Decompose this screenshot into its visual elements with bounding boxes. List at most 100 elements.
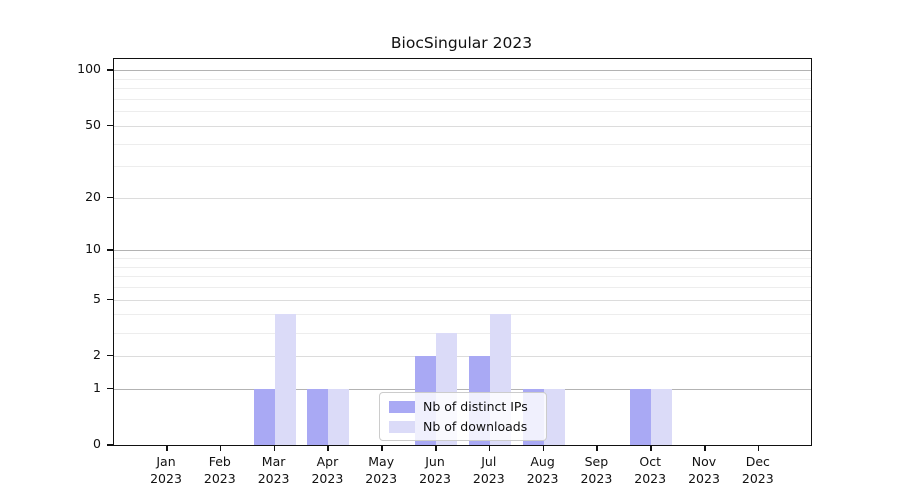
y-tick-label: 0 — [93, 436, 101, 451]
gridline-major — [114, 197, 811, 199]
x-tick-label-month: Apr — [316, 454, 339, 469]
x-tick-mark — [757, 446, 760, 451]
legend: Nb of distinct IPs Nb of downloads — [379, 392, 547, 441]
x-tick-label-year: 2023 — [257, 471, 290, 486]
x-tick-mark — [381, 446, 383, 451]
y-tick-mark — [107, 249, 113, 251]
gridline-minor — [114, 166, 811, 168]
gridline-major — [114, 70, 811, 72]
x-tick-label: Dec 2023 — [730, 453, 786, 487]
gridline-major — [114, 355, 811, 357]
y-tick-mark — [107, 69, 113, 71]
bar-oct-downloads — [651, 388, 673, 445]
x-tick-label-year: 2023 — [203, 471, 236, 486]
y-tick-label: 5 — [93, 290, 101, 306]
gridline-major — [114, 299, 811, 301]
gridline-minor — [114, 88, 811, 90]
plot-area: Nb of distinct IPs Nb of downloads — [113, 58, 812, 446]
x-tick-mark — [488, 446, 491, 451]
x-tick-label-month: Oct — [639, 454, 661, 469]
bar-apr-ips — [307, 388, 329, 445]
x-tick-mark — [542, 446, 545, 451]
gridline-minor — [114, 276, 811, 278]
x-tick-mark — [219, 446, 222, 451]
y-tick-label: 10 — [85, 241, 101, 257]
gridline-minor — [114, 111, 811, 113]
x-tick-label: Nov 2023 — [676, 453, 732, 487]
legend-swatch — [389, 420, 415, 433]
y-tick-label: 100 — [77, 61, 101, 77]
gridline-minor — [114, 143, 811, 145]
x-tick-label-year: 2023 — [580, 471, 613, 486]
x-tick-label-month: Aug — [530, 454, 555, 469]
x-tick-label-month: Nov — [691, 454, 717, 469]
x-tick-label: Jan 2023 — [138, 453, 194, 487]
x-tick-mark — [273, 446, 276, 451]
x-tick-label: Jul 2023 — [461, 453, 517, 487]
x-tick-mark — [650, 446, 652, 451]
x-tick-mark — [435, 446, 437, 451]
bar-mar-ips — [253, 388, 275, 445]
bar-aug-downloads — [543, 388, 565, 445]
bar-oct-ips — [630, 388, 652, 445]
gridline-minor — [114, 332, 811, 334]
y-tick-label: 20 — [85, 188, 101, 204]
y-tick-label: 1 — [93, 379, 101, 395]
gridline-minor — [114, 314, 811, 316]
bar-apr-downloads — [328, 388, 350, 445]
gridline-major — [114, 125, 811, 127]
gridline-minor — [114, 258, 811, 260]
gridline-major — [114, 388, 811, 390]
legend-label: Nb of downloads — [423, 419, 528, 434]
x-tick-label-month: May — [368, 454, 395, 469]
x-tick-label: Jun 2023 — [407, 453, 463, 487]
x-tick-mark — [327, 446, 329, 451]
x-tick-label-year: 2023 — [150, 471, 182, 486]
gridline-minor — [114, 287, 811, 289]
x-tick-label-month: Jul — [481, 454, 497, 469]
gridline-minor — [114, 266, 811, 268]
y-tick-mark — [107, 354, 113, 357]
legend-label: Nb of distinct IPs — [423, 399, 528, 414]
x-tick-label: Oct 2023 — [622, 453, 678, 487]
x-tick-label-year: 2023 — [365, 471, 398, 486]
x-tick-label-year: 2023 — [311, 471, 344, 486]
x-tick-label-year: 2023 — [741, 471, 774, 486]
y-tick-label: 2 — [93, 346, 101, 362]
x-tick-label-month: Jun — [425, 454, 445, 469]
bar-mar-downloads — [274, 314, 296, 445]
x-tick-label: Mar 2023 — [246, 453, 302, 487]
x-tick-label-year: 2023 — [472, 471, 505, 486]
y-tick-mark — [107, 124, 113, 127]
gridline-minor — [114, 99, 811, 100]
x-tick-label-month: Dec — [745, 454, 770, 469]
x-tick-label: Sep 2023 — [568, 453, 624, 487]
x-tick-label-year: 2023 — [688, 471, 720, 486]
x-tick-label-month: Jan — [156, 454, 176, 469]
x-tick-label: Apr 2023 — [299, 453, 355, 487]
x-tick-label-month: Mar — [261, 454, 286, 469]
legend-item: Nb of downloads — [389, 419, 536, 434]
gridline-major — [114, 250, 811, 252]
x-tick-label: May 2023 — [353, 453, 409, 487]
legend-item: Nb of distinct IPs — [389, 399, 536, 414]
x-tick-mark — [596, 446, 598, 451]
x-tick-mark — [704, 446, 706, 451]
x-tick-label: Aug 2023 — [515, 453, 571, 487]
y-tick-label: 50 — [85, 116, 101, 132]
y-tick-mark — [107, 196, 113, 199]
legend-swatch — [389, 400, 415, 413]
x-tick-label: Feb 2023 — [192, 453, 248, 487]
x-tick-label-year: 2023 — [526, 471, 559, 486]
x-tick-label-year: 2023 — [634, 471, 667, 486]
x-tick-label-month: Sep — [584, 454, 609, 469]
y-tick-mark — [107, 387, 113, 390]
x-tick-mark — [166, 446, 168, 451]
chart-title: BiocSingular 2023 — [390, 34, 533, 52]
x-tick-label-year: 2023 — [419, 471, 451, 486]
gridline-minor — [114, 78, 811, 80]
y-tick-mark — [107, 444, 113, 446]
x-tick-label-month: Feb — [208, 454, 231, 469]
y-tick-mark — [107, 298, 113, 301]
